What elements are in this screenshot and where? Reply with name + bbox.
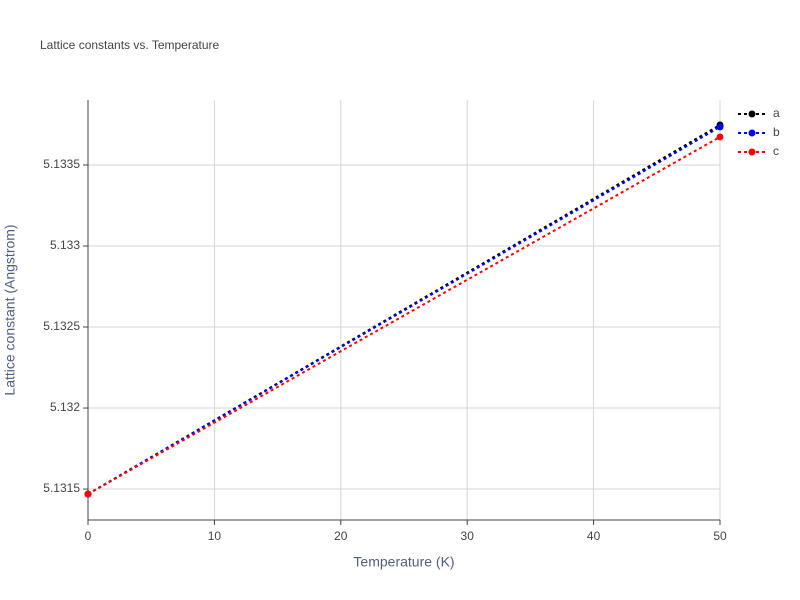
series-line [87, 136, 721, 495]
x-tick-label: 0 [85, 529, 92, 543]
legend-label: a [773, 106, 780, 120]
y-tick-label: 5.1335 [43, 157, 80, 171]
y-tick-label: 5.133 [50, 238, 80, 252]
legend-marker [748, 148, 756, 156]
y-axis-label: Lattice constant (Angstrom) [2, 224, 18, 395]
legend-label: c [773, 144, 779, 158]
legend-marker [748, 129, 756, 137]
point [84, 490, 92, 498]
x-tick-label: 30 [461, 529, 475, 543]
x-tick-label: 40 [587, 529, 601, 543]
x-axis-label: Temperature (K) [353, 554, 454, 570]
x-tick-label: 50 [713, 529, 727, 543]
y-tick-label: 5.1325 [43, 319, 80, 333]
chart-title: Lattice constants vs. Temperature [40, 38, 220, 52]
x-tick-label: 10 [208, 529, 222, 543]
point [716, 133, 724, 141]
legend-label: b [773, 125, 780, 139]
x-tick-label: 20 [334, 529, 348, 543]
series-line [87, 126, 721, 495]
y-tick-label: 5.132 [50, 400, 80, 414]
legend-marker [748, 110, 756, 118]
point [716, 123, 724, 131]
y-tick-label: 5.1315 [43, 481, 80, 495]
